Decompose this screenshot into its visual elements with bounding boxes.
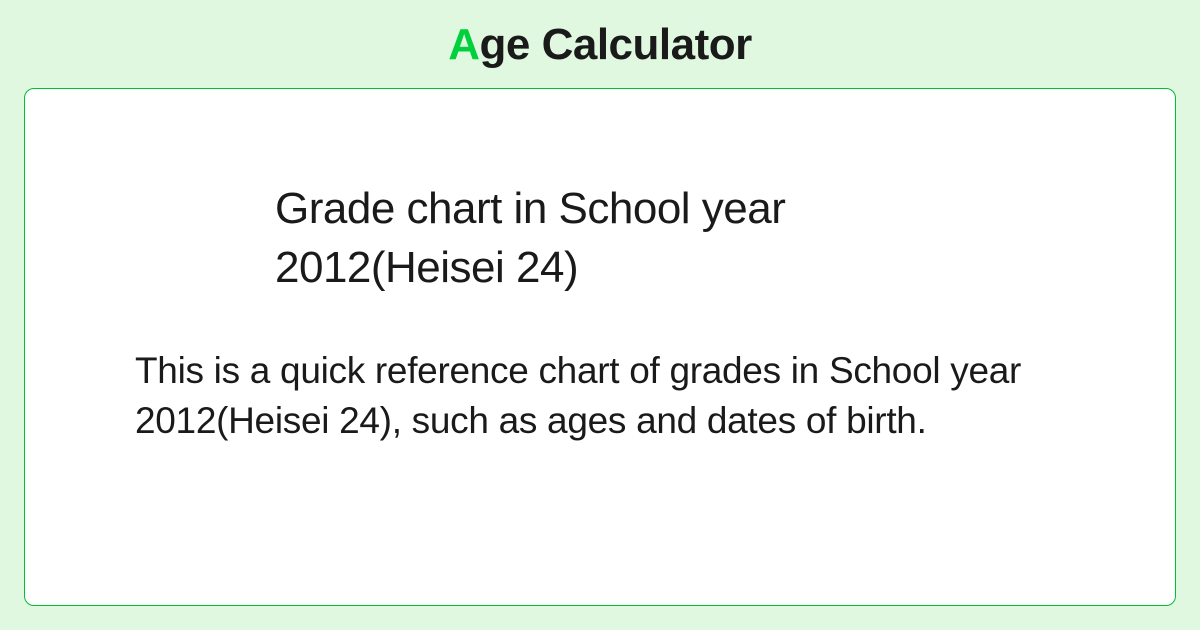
page-description: This is a quick reference chart of grade… <box>135 346 1065 446</box>
logo-accent-letter: A <box>448 20 479 69</box>
page-heading: Grade chart in School year 2012(Heisei 2… <box>275 179 1005 298</box>
site-logo: Age Calculator <box>448 20 752 70</box>
content-card: Grade chart in School year 2012(Heisei 2… <box>24 88 1176 606</box>
logo-rest: ge Calculator <box>480 20 752 69</box>
